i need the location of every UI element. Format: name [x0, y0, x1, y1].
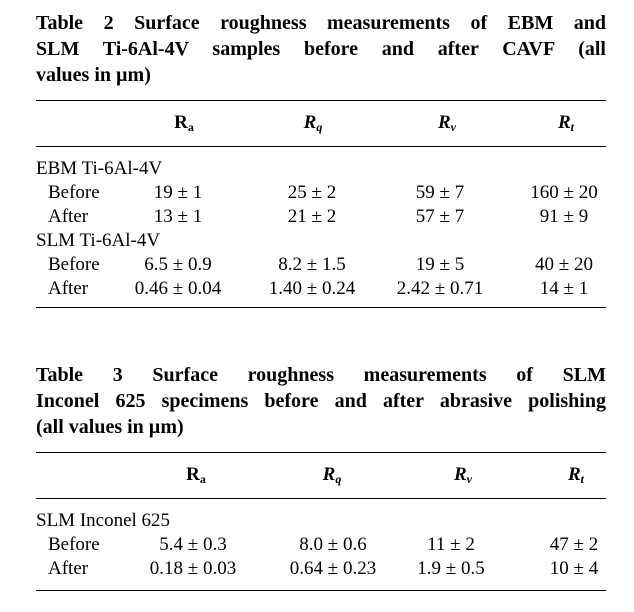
table2-caption-line-2: SLM Ti-6Al-4V samples before and after C… [36, 38, 606, 60]
table2-cell: 25 ± 2 [287, 182, 337, 203]
table3-caption-line-3: (all values in µm) [36, 416, 184, 438]
table2-cell: 1.40 ± 0.24 [268, 278, 356, 299]
table2-cell: 6.5 ± 0.9 [144, 254, 212, 275]
table2-cell: 160 ± 20 [530, 182, 598, 203]
table3-caption-line-1: Table 3 Surface roughness measurements o… [36, 364, 606, 386]
table2-bottom-rule [36, 307, 606, 308]
table3-top-rule [36, 452, 606, 453]
table3-header-rv: Rv [453, 464, 472, 486]
table3-caption: Table 3 Surface roughness measurements o… [36, 362, 606, 440]
table3-header-rule [36, 498, 606, 499]
table2-row-label: Before [48, 254, 100, 275]
table2-cell: 19 ± 5 [415, 254, 465, 275]
table2-header-ra: Ra [174, 112, 194, 134]
table2-cell: 2.42 ± 0.71 [396, 278, 484, 299]
table3-header-rq: Rq [322, 464, 342, 486]
table3-cell: 0.64 ± 0.23 [289, 558, 377, 579]
table2-cell: 8.2 ± 1.5 [278, 254, 346, 275]
table2-group-ebm: EBM Ti-6Al-4V [36, 158, 163, 179]
table3-cell: 1.9 ± 0.5 [417, 558, 485, 579]
table3-cell: 8.0 ± 0.6 [299, 534, 367, 555]
table2-cell: 21 ± 2 [287, 206, 337, 227]
table2-cell: 14 ± 1 [539, 278, 589, 299]
table2-header-rq: Rq [303, 112, 323, 134]
table2-group-slm: SLM Ti-6Al-4V [36, 230, 161, 251]
table3-group-inconel: SLM Inconel 625 [36, 510, 171, 531]
table3-cell: 47 ± 2 [549, 534, 599, 555]
table2-row-label: Before [48, 182, 100, 203]
table2-cell: 19 ± 1 [153, 182, 203, 203]
table2-caption-line-1: Table 2 Surface roughness measurements o… [36, 12, 606, 34]
table2-cell: 91 ± 9 [539, 206, 589, 227]
table2-row-label: After [48, 278, 89, 299]
table2-cell: 59 ± 7 [415, 182, 465, 203]
table2-header-rv: Rv [437, 112, 456, 134]
table3-cell: 10 ± 4 [549, 558, 599, 579]
table2-cell: 13 ± 1 [153, 206, 203, 227]
table3-cell: 5.4 ± 0.3 [159, 534, 227, 555]
table3-header-rt: Rt [567, 464, 585, 486]
table2-header-rt: Rt [557, 112, 575, 134]
table3-row-label: Before [48, 534, 100, 555]
table3-bottom-rule [36, 590, 606, 591]
table2-cell: 57 ± 7 [415, 206, 465, 227]
table3-row-label: After [48, 558, 89, 579]
table2-caption-line-3: values in µm) [36, 64, 151, 86]
table2-row-label: After [48, 206, 89, 227]
table2-header-rule [36, 146, 606, 147]
table2-cell: 0.46 ± 0.04 [134, 278, 222, 299]
table3-caption-line-2: Inconel 625 specimens before and after a… [36, 390, 606, 412]
table3-cell: 11 ± 2 [427, 534, 475, 555]
table3-cell: 0.18 ± 0.03 [149, 558, 237, 579]
table2-cell: 40 ± 20 [535, 254, 593, 275]
table2-top-rule [36, 100, 606, 101]
table3-header-ra: Ra [186, 464, 206, 486]
table2-caption: Table 2 Surface roughness measurements o… [36, 10, 606, 88]
